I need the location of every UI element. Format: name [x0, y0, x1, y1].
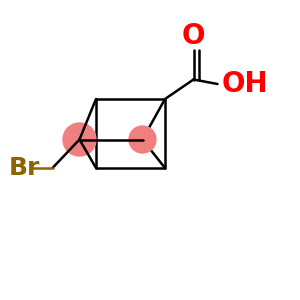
- Text: O: O: [182, 22, 205, 50]
- Text: OH: OH: [222, 70, 268, 98]
- Circle shape: [63, 123, 96, 156]
- Circle shape: [129, 126, 156, 153]
- Text: Br: Br: [8, 156, 40, 180]
